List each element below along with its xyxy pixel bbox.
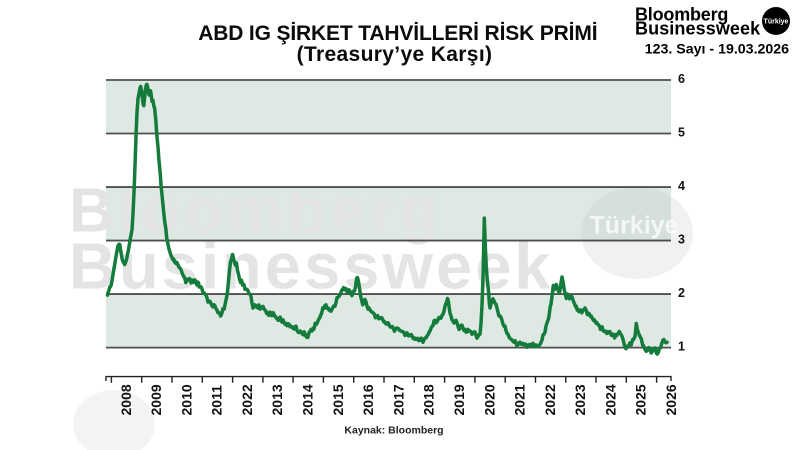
svg-text:2026: 2026: [663, 384, 679, 415]
svg-text:2018: 2018: [421, 384, 437, 415]
svg-text:Türkiye: Türkiye: [590, 212, 679, 240]
svg-text:3: 3: [678, 232, 685, 246]
svg-text:(Treasury’ye Karşı): (Treasury’ye Karşı): [297, 43, 493, 66]
svg-text:5: 5: [678, 125, 685, 139]
svg-text:123. Sayı - 19.03.2026: 123. Sayı - 19.03.2026: [645, 42, 789, 58]
svg-text:2013: 2013: [269, 384, 285, 415]
svg-text:Türkiye: Türkiye: [764, 19, 789, 26]
svg-text:2023: 2023: [572, 384, 588, 415]
svg-text:2025: 2025: [633, 384, 649, 415]
svg-text:ABD IG ŞİRKET TAHVİLLERİ RİSK: ABD IG ŞİRKET TAHVİLLERİ RİSK PRİMİ: [198, 22, 597, 45]
svg-text:Bloomberg: Bloomberg: [635, 5, 728, 25]
svg-text:2015: 2015: [330, 384, 346, 415]
svg-text:2019: 2019: [451, 384, 467, 415]
svg-text:4: 4: [678, 179, 685, 193]
svg-text:2020: 2020: [481, 384, 497, 415]
svg-text:2017: 2017: [390, 384, 406, 415]
svg-text:2008: 2008: [118, 384, 134, 415]
svg-text:6: 6: [678, 72, 685, 86]
svg-text:1: 1: [678, 339, 685, 353]
svg-text:Businessweek: Businessweek: [69, 230, 554, 303]
svg-text:Kaynak: Bloomberg: Kaynak: Bloomberg: [344, 425, 443, 437]
svg-text:2014: 2014: [300, 384, 316, 415]
svg-text:2016: 2016: [360, 384, 376, 415]
svg-text:2010: 2010: [178, 384, 194, 415]
svg-text:2024: 2024: [602, 384, 618, 415]
svg-text:2022: 2022: [239, 384, 255, 415]
svg-text:2022: 2022: [542, 384, 558, 415]
svg-text:2009: 2009: [148, 384, 164, 415]
svg-text:2021: 2021: [512, 384, 528, 415]
svg-text:2011: 2011: [209, 385, 225, 416]
svg-text:2: 2: [678, 286, 685, 300]
svg-text:Businessweek: Businessweek: [635, 19, 761, 39]
